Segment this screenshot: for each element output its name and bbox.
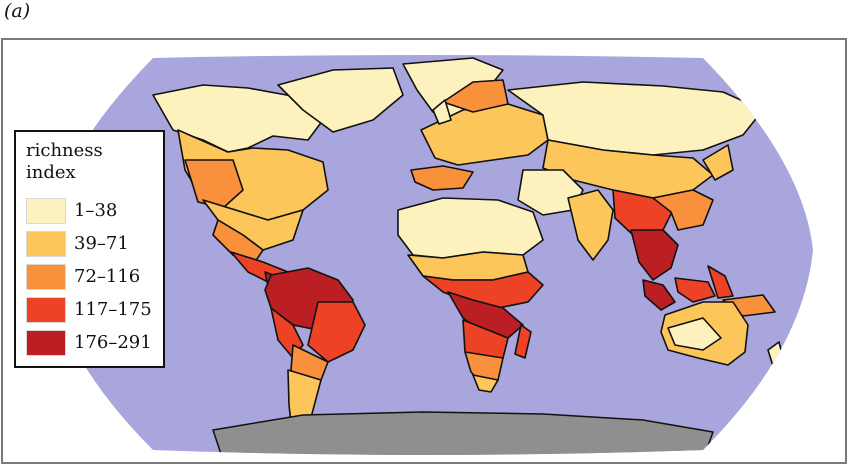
map-frame — [1, 38, 847, 464]
legend-item: 39–71 — [26, 231, 161, 258]
map-legend: richness index 1–38 39–71 72–116 117–175… — [14, 130, 165, 368]
africa[interactable] — [397, 197, 544, 393]
legend-title: richness index — [26, 140, 103, 184]
southeast-asia-islands — [642, 265, 776, 317]
legend-item: 1–38 — [26, 198, 161, 225]
legend-label: 117–175 — [74, 299, 152, 320]
panel-label: (a) — [4, 0, 31, 22]
legend-label: 72–116 — [74, 266, 141, 287]
legend-swatch — [26, 264, 66, 290]
legend-item: 176–291 — [26, 330, 161, 357]
legend-swatch — [26, 198, 66, 224]
antarctica — [212, 411, 714, 455]
legend-title-line2: index — [26, 162, 76, 183]
legend-label: 39–71 — [74, 233, 129, 254]
legend-swatch — [26, 297, 66, 323]
asia[interactable] — [507, 81, 764, 281]
world-map[interactable] — [3, 40, 847, 464]
legend-swatch — [26, 231, 66, 257]
legend-item: 117–175 — [26, 297, 161, 324]
legend-swatch — [26, 330, 66, 356]
legend-label: 1–38 — [74, 200, 118, 221]
legend-title-line1: richness — [26, 140, 103, 161]
legend-item: 72–116 — [26, 264, 161, 291]
australia[interactable] — [660, 301, 784, 367]
europe[interactable] — [410, 79, 549, 191]
legend-label: 176–291 — [74, 332, 152, 353]
